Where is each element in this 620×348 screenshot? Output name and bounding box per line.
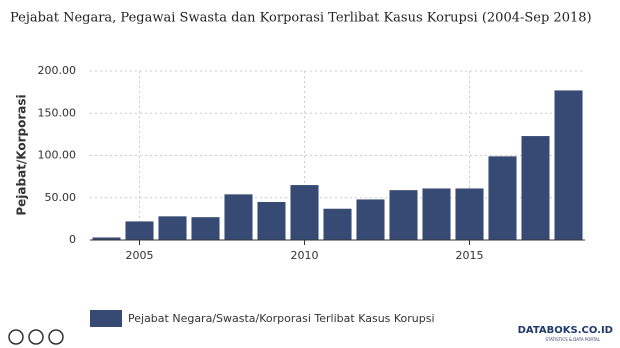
- chart-title: Pejabat Negara, Pegawai Swasta dan Korpo…: [10, 11, 592, 26]
- x-tick-label: 2015: [456, 249, 484, 262]
- bar: [455, 188, 484, 240]
- bar: [554, 90, 583, 240]
- source: DATABOKS.CO.ID: [518, 325, 613, 336]
- bar: [257, 201, 286, 240]
- bar: [92, 237, 121, 240]
- bar: [422, 188, 451, 240]
- y-tick-label: 50.00: [45, 191, 77, 204]
- bar: [290, 185, 319, 240]
- y-tick-label: 100.00: [38, 149, 77, 162]
- bar: [158, 216, 187, 240]
- y-axis-label: Pejabat/Korporasi: [15, 94, 29, 215]
- bar: [389, 190, 418, 240]
- license-icons: [8, 329, 64, 345]
- y-tick-label: 0: [69, 233, 76, 246]
- source-subtitle: STATISTICS & DATA PORTAL: [545, 337, 600, 342]
- bar: [224, 194, 253, 240]
- y-tick-label: 150.00: [38, 106, 77, 119]
- legend-label: Pejabat Negara/Swasta/Korporasi Terlibat…: [128, 312, 435, 325]
- legend-swatch: [90, 310, 122, 327]
- bar: [521, 136, 550, 240]
- bar: [323, 208, 352, 240]
- bar: [356, 199, 385, 240]
- x-tick-label: 2010: [291, 249, 319, 262]
- x-tick-label: 2005: [126, 249, 154, 262]
- bar: [125, 221, 154, 240]
- bar: [488, 156, 517, 240]
- bar: [191, 217, 220, 240]
- y-tick-label: 200.00: [38, 64, 77, 77]
